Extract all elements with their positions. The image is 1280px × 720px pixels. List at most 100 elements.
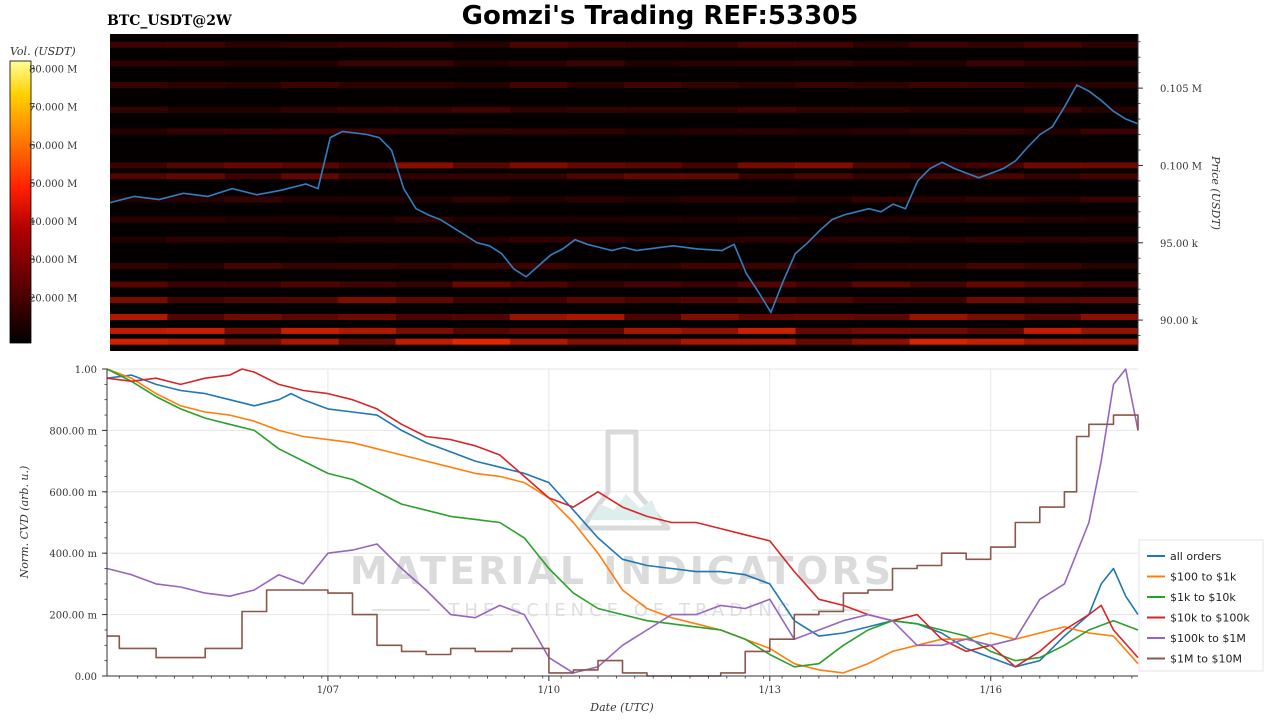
colorbar-tick-label: 20.000 M	[29, 293, 77, 304]
heatmap-cell	[509, 281, 568, 288]
heatmap-cell	[566, 196, 625, 203]
heatmap-cell	[167, 314, 225, 320]
heatmap-cell	[509, 338, 568, 345]
heatmap-cell	[966, 41, 1025, 48]
heatmap-cell	[909, 236, 968, 243]
heatmap-cell	[1023, 162, 1082, 169]
cvd-y-tick-label: 0.00	[75, 672, 97, 683]
heatmap-cell	[738, 162, 796, 169]
heatmap-cell	[681, 128, 739, 135]
heatmap-cell	[395, 196, 454, 203]
heatmap-cell	[110, 216, 168, 223]
heatmap-cell	[509, 327, 568, 334]
heatmap-cell	[795, 82, 853, 88]
heatmap-cell	[566, 106, 625, 113]
heatmap-cell	[452, 173, 511, 180]
heatmap-cell	[167, 82, 225, 88]
cvd-plot-area	[107, 369, 1138, 676]
heatmap-cell	[966, 327, 1025, 334]
heatmap-cell	[566, 173, 625, 180]
heatmap-cell	[738, 338, 796, 345]
heatmap-cell	[224, 297, 282, 303]
cvd-series-line	[106, 368, 1139, 674]
price-axis: 0.105 M 0.100 M 95.00 k 90.00 k	[1137, 34, 1202, 351]
heatmap-cell	[624, 60, 682, 67]
heatmap-cell	[738, 82, 796, 88]
heatmap-cell	[624, 327, 682, 334]
heatmap-cell	[566, 338, 625, 345]
heatmap-bands	[110, 41, 1139, 345]
heatmap-cell	[795, 338, 853, 345]
heatmap-cell	[1080, 82, 1139, 88]
colorbar-tick-label: 60.000 M	[29, 141, 77, 152]
cvd-x-tick-label: 1/07	[317, 685, 339, 696]
heatmap-cell	[395, 82, 454, 88]
heatmap-cell	[395, 263, 454, 269]
heatmap-cell	[452, 196, 511, 203]
heatmap-cell	[224, 128, 282, 135]
heatmap-cell	[795, 281, 853, 288]
heatmap-cell	[738, 263, 796, 269]
heatmap-cell	[509, 314, 568, 320]
heatmap-cell	[966, 338, 1025, 345]
heatmap-cell	[738, 60, 796, 67]
heatmap-cell	[110, 60, 168, 67]
heatmap-cell	[1080, 106, 1139, 113]
heatmap-cell	[509, 82, 568, 88]
heatmap-cell	[795, 128, 853, 135]
heatmap-cell	[167, 338, 225, 345]
heatmap-cell	[281, 128, 339, 135]
heatmap-cell	[1023, 216, 1082, 223]
heatmap-cell	[110, 41, 168, 48]
heatmap-cell	[509, 196, 568, 203]
heatmap-cell	[681, 106, 739, 113]
heatmap-cell	[167, 60, 225, 67]
heatmap-cell	[624, 338, 682, 345]
heatmap-cell	[624, 41, 682, 48]
heatmap-cell	[281, 173, 339, 180]
heatmap-cell	[738, 196, 796, 203]
flask-liquid	[590, 494, 660, 520]
heatmap-cell	[224, 82, 282, 88]
colorbar-tick-label: 40.000 M	[29, 217, 77, 228]
pair-label: BTC_USDT@2W	[107, 13, 232, 29]
cvd-y-tick-label: 600.00 m	[49, 488, 97, 499]
colorbar: Vol. (USDT) 80.000 M 70.000 M 60.000 M 50.0…	[9, 45, 77, 344]
heatmap-cell	[681, 338, 739, 345]
heatmap-cell	[395, 281, 454, 288]
heatmap-cell	[281, 314, 339, 320]
heatmap-cell	[681, 82, 739, 88]
heatmap-cell	[338, 196, 396, 203]
heatmap-cell	[110, 236, 168, 243]
heatmap-cell	[624, 216, 682, 223]
heatmap-cell	[110, 327, 168, 334]
heatmap-cell	[681, 173, 739, 180]
heatmap-cell	[681, 297, 739, 303]
heatmap-cell	[452, 216, 511, 223]
heatmap-cell	[566, 216, 625, 223]
heatmap-cell	[338, 338, 396, 345]
heatmap-cell	[1080, 128, 1139, 135]
heatmap-cell	[566, 314, 625, 320]
heatmap-cell	[852, 162, 910, 169]
heatmap-cell	[167, 281, 225, 288]
cvd-axes: 0.00 200.00 m 400.00 m 600.00 m 800.00 m 1.00…	[49, 365, 1138, 696]
heatmap-cell	[624, 196, 682, 203]
heatmap-cell	[338, 60, 396, 67]
heatmap-cell	[1080, 314, 1139, 320]
price-tick-label: 0.105 M	[1160, 84, 1202, 95]
heatmap-cell	[167, 216, 225, 223]
heatmap-cell	[281, 263, 339, 269]
heatmap-cell	[1023, 60, 1082, 67]
heatmap-cell	[624, 263, 682, 269]
heatmap-cell	[167, 196, 225, 203]
price-tick-label: 95.00 k	[1160, 239, 1199, 250]
heatmap-cell	[624, 162, 682, 169]
heatmap-cell	[966, 297, 1025, 303]
heatmap-cell	[1080, 338, 1139, 345]
heatmap-cell	[509, 236, 568, 243]
legend-frame	[1138, 539, 1264, 672]
heatmap-cell	[281, 327, 339, 334]
heatmap-cell	[1023, 173, 1082, 180]
heatmap-cell	[110, 128, 168, 135]
